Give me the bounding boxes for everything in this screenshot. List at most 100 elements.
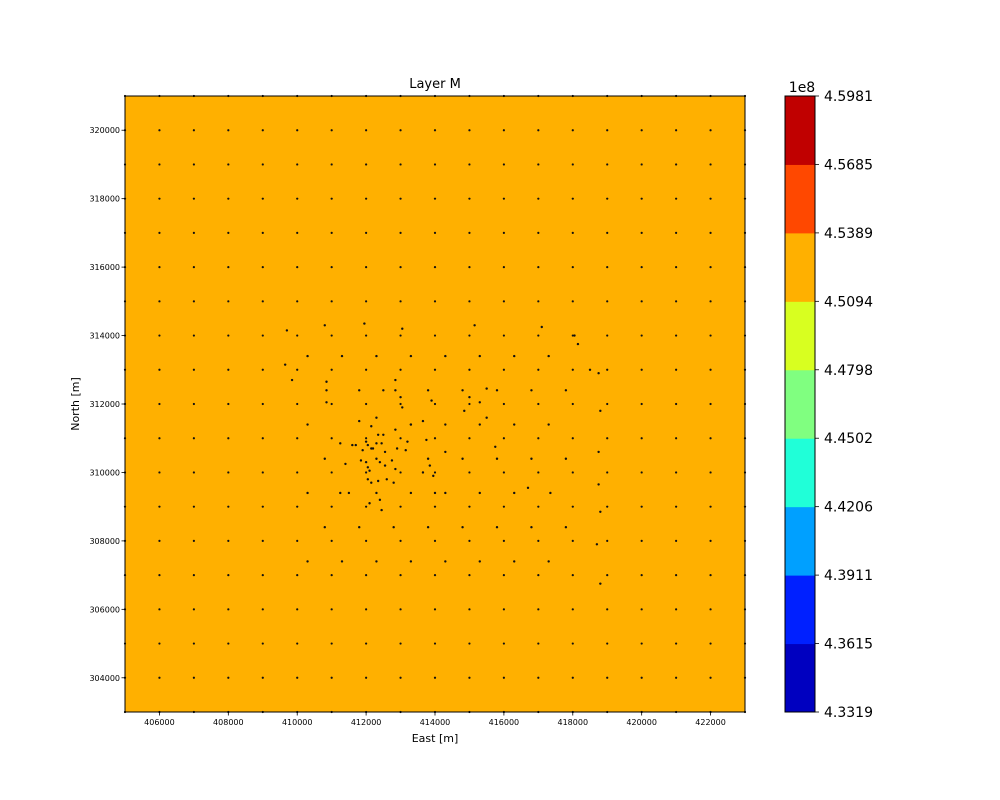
data-point (378, 460, 382, 464)
grid-point (399, 676, 402, 679)
grid-point (571, 300, 574, 303)
y-tick-label: 316000 (89, 263, 120, 272)
grid-point (502, 642, 505, 645)
grid-point (330, 471, 333, 474)
grid-point (433, 608, 437, 611)
grid-point (606, 266, 609, 269)
grid-point (640, 642, 643, 645)
grid-point (675, 163, 678, 166)
grid-point (330, 402, 333, 406)
grid-point (261, 334, 264, 337)
data-point (325, 401, 328, 404)
data-point (344, 462, 347, 466)
colorbar-tick-label: 4.3319 (824, 705, 873, 721)
grid-point (640, 608, 643, 611)
data-point (394, 389, 397, 392)
grid-point (640, 300, 643, 303)
grid-point (537, 676, 540, 679)
data-point (564, 389, 568, 392)
colorbar-segment (785, 301, 815, 371)
grid-point (192, 574, 195, 577)
colorbar-segment (785, 575, 815, 645)
data-point (444, 491, 447, 495)
data-point (530, 389, 533, 392)
plot-area (123, 94, 747, 714)
grid-point (468, 574, 471, 577)
grid-point (192, 300, 195, 303)
grid-point (675, 471, 678, 474)
grid-point (330, 300, 333, 303)
colorbar-segment (785, 438, 815, 508)
grid-point (296, 437, 299, 440)
data-point (433, 491, 437, 495)
colorbar-segment (785, 369, 815, 439)
colorbar: 1e8 4.3319 4.3615 4.3911 4.4206 4.4502 4.4798… (784, 80, 873, 721)
data-point (325, 389, 328, 392)
grid-point (433, 471, 437, 474)
grid-point (433, 505, 437, 508)
data-point (375, 491, 378, 495)
data-point (339, 442, 342, 445)
data-point (347, 491, 351, 495)
grid-point (158, 163, 161, 166)
y-tick-label: 308000 (89, 537, 120, 546)
grid-point (675, 368, 678, 371)
grid-point (433, 334, 437, 337)
data-point (426, 457, 430, 460)
grid-point (399, 505, 402, 508)
grid-point (675, 402, 678, 406)
grid-point (158, 437, 161, 440)
data-point (513, 354, 516, 358)
colorbar-tick-label: 4.3615 (824, 637, 873, 653)
data-point (323, 526, 326, 529)
data-point (366, 466, 370, 469)
grid-point (571, 129, 574, 132)
data-point (366, 443, 370, 447)
data-point (385, 478, 388, 481)
grid-point (227, 231, 230, 234)
grid-point (537, 197, 540, 200)
grid-point (606, 471, 609, 474)
grid-point (675, 642, 678, 645)
grid-point (675, 539, 678, 542)
grid-point (640, 539, 643, 542)
x-tick-label: 414000 (420, 718, 451, 727)
grid-point (296, 608, 299, 611)
grid-point (330, 231, 333, 234)
grid-point (330, 574, 333, 577)
data-point (530, 457, 533, 460)
grid-point (192, 505, 195, 508)
data-point (375, 416, 378, 419)
grid-point (571, 437, 574, 440)
grid-point (640, 231, 643, 234)
data-point (364, 440, 368, 443)
y-tick-label: 314000 (89, 332, 120, 341)
grid-point (296, 471, 299, 474)
points-layer (123, 94, 747, 714)
data-point (366, 478, 370, 481)
x-tick-label: 416000 (489, 718, 520, 727)
grid-point (675, 676, 678, 679)
grid-point (227, 676, 230, 679)
grid-point (502, 574, 505, 577)
grid-point (640, 676, 643, 679)
grid-point (296, 539, 299, 542)
grid-point (468, 231, 471, 234)
grid-point (537, 608, 540, 611)
data-point (359, 459, 363, 462)
grid-point (433, 231, 437, 234)
grid-point (537, 129, 540, 132)
grid-point (502, 129, 505, 132)
grid-point (399, 574, 402, 577)
data-point (461, 526, 464, 529)
data-point (478, 423, 481, 426)
grid-point (330, 505, 333, 508)
grid-point (640, 437, 643, 440)
grid-point (502, 437, 505, 440)
data-point (368, 502, 371, 505)
y-tick-label: 312000 (89, 400, 120, 409)
grid-point (675, 334, 678, 337)
data-point (576, 342, 580, 346)
grid-point (640, 334, 643, 337)
grid-point (330, 368, 333, 371)
